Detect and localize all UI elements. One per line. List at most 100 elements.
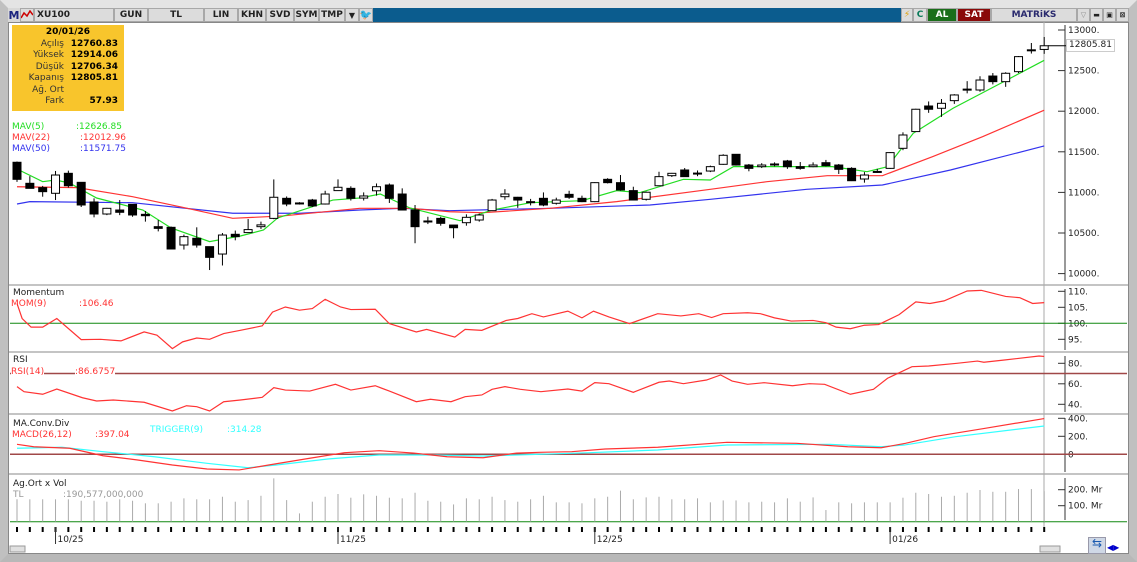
candle-body[interactable] (590, 182, 600, 203)
candle-body[interactable] (834, 164, 844, 170)
candle-body[interactable] (140, 213, 150, 217)
candle-body[interactable] (282, 197, 292, 205)
candle-body[interactable] (924, 105, 934, 110)
candle-body[interactable] (192, 237, 202, 246)
candle-body[interactable] (256, 224, 266, 228)
dropdown-icon[interactable]: ▼ (345, 8, 359, 22)
symbol-field[interactable]: XU100 (34, 8, 114, 22)
sell-button[interactable]: SAT (957, 8, 991, 22)
candle-body[interactable] (615, 182, 625, 191)
candle-body[interactable] (577, 197, 587, 203)
candle-body[interactable] (153, 226, 163, 229)
candle-body[interactable] (12, 161, 22, 180)
candle-body[interactable] (410, 209, 420, 228)
candle-body[interactable] (115, 209, 125, 213)
candle-body[interactable] (603, 178, 613, 184)
candle-body[interactable] (975, 79, 985, 91)
candle-body[interactable] (1014, 56, 1024, 73)
candle-body[interactable] (705, 166, 715, 172)
candle-body[interactable] (179, 236, 189, 246)
candle-body[interactable] (628, 190, 638, 201)
sym-button[interactable]: SYM (294, 8, 319, 22)
candle-body[interactable] (872, 170, 882, 173)
scale-button[interactable]: LIN (204, 8, 238, 22)
candle-body[interactable] (51, 174, 61, 194)
candle-body[interactable] (436, 217, 446, 224)
buy-button[interactable]: AL (927, 8, 957, 22)
candle-body[interactable] (551, 199, 561, 204)
candle-body[interactable] (89, 201, 99, 215)
close-icon[interactable]: ⊠ (1116, 8, 1129, 22)
candle-body[interactable] (217, 234, 227, 255)
candle-body[interactable] (1026, 49, 1036, 52)
candle-body[interactable] (38, 187, 48, 193)
candle-body[interactable] (333, 186, 343, 192)
candle-body[interactable] (744, 164, 754, 169)
lightning-icon[interactable]: ⚡ (901, 8, 913, 22)
candle-body[interactable] (205, 246, 215, 258)
svd-button[interactable]: SVD (266, 8, 294, 22)
candle-body[interactable] (102, 207, 112, 215)
candle-body[interactable] (461, 216, 471, 224)
candle-body[interactable] (821, 162, 831, 167)
candle-body[interactable] (76, 181, 86, 206)
candle-body[interactable] (885, 152, 895, 169)
candle-body[interactable] (526, 201, 536, 204)
candle-body[interactable] (243, 229, 253, 234)
candle-body[interactable] (230, 233, 240, 238)
scroll-left-button[interactable] (9, 545, 26, 553)
candle-body[interactable] (757, 164, 767, 168)
candle-body[interactable] (795, 166, 805, 169)
candle-body[interactable] (294, 202, 304, 205)
candle-body[interactable] (487, 199, 497, 212)
restore-icon[interactable]: ▣ (1103, 8, 1116, 22)
candle-body[interactable] (667, 172, 677, 177)
candle-body[interactable] (693, 172, 703, 175)
candle-body[interactable] (307, 199, 317, 207)
scroll-arrows-icon[interactable]: ◀▶ (1107, 543, 1120, 552)
candle-body[interactable] (949, 94, 959, 102)
candle-body[interactable] (911, 108, 921, 133)
candle-body[interactable] (449, 224, 459, 229)
refresh-button[interactable]: C (913, 8, 927, 22)
candle-body[interactable] (346, 187, 356, 199)
period-button[interactable]: GUN (114, 8, 148, 22)
candle-body[interactable] (680, 169, 690, 178)
candle-body[interactable] (1001, 72, 1011, 83)
candle-body[interactable] (423, 220, 433, 223)
candle-body[interactable] (166, 226, 176, 250)
candle-body[interactable] (654, 176, 664, 187)
candle-body[interactable] (397, 193, 407, 211)
candle-body[interactable] (269, 196, 279, 219)
sync-icon[interactable]: ⇆ (1088, 537, 1106, 554)
tmp-button[interactable]: TMP (319, 8, 345, 22)
twitter-icon[interactable]: 🐦 (359, 8, 373, 22)
candle-body[interactable] (372, 186, 382, 192)
matriks-logo[interactable]: M (8, 8, 20, 22)
khn-button[interactable]: KHN (238, 8, 266, 22)
candle-body[interactable] (384, 184, 394, 199)
candle-body[interactable] (936, 102, 946, 109)
candle-body[interactable] (770, 163, 780, 166)
candle-body[interactable] (359, 195, 369, 199)
candle-body[interactable] (808, 164, 818, 168)
chart-logo-icon[interactable] (20, 8, 34, 22)
currency-button[interactable]: TL (148, 8, 204, 22)
candle-body[interactable] (500, 193, 510, 198)
candle-body[interactable] (128, 203, 138, 216)
candle-body[interactable] (320, 193, 330, 205)
candle-body[interactable] (538, 197, 548, 206)
candle-body[interactable] (564, 193, 574, 198)
candle-body[interactable] (962, 88, 972, 91)
candle-body[interactable] (63, 172, 73, 187)
candle-body[interactable] (847, 167, 857, 182)
candle-body[interactable] (731, 153, 741, 166)
minimize-icon[interactable]: ▬ (1090, 8, 1103, 22)
candle-body[interactable] (718, 154, 728, 165)
candle-body[interactable] (474, 214, 484, 221)
candle-body[interactable] (641, 191, 651, 200)
candle-body[interactable] (1039, 45, 1049, 50)
candle-body[interactable] (782, 160, 792, 168)
scrollbar-thumb[interactable] (1039, 545, 1061, 553)
